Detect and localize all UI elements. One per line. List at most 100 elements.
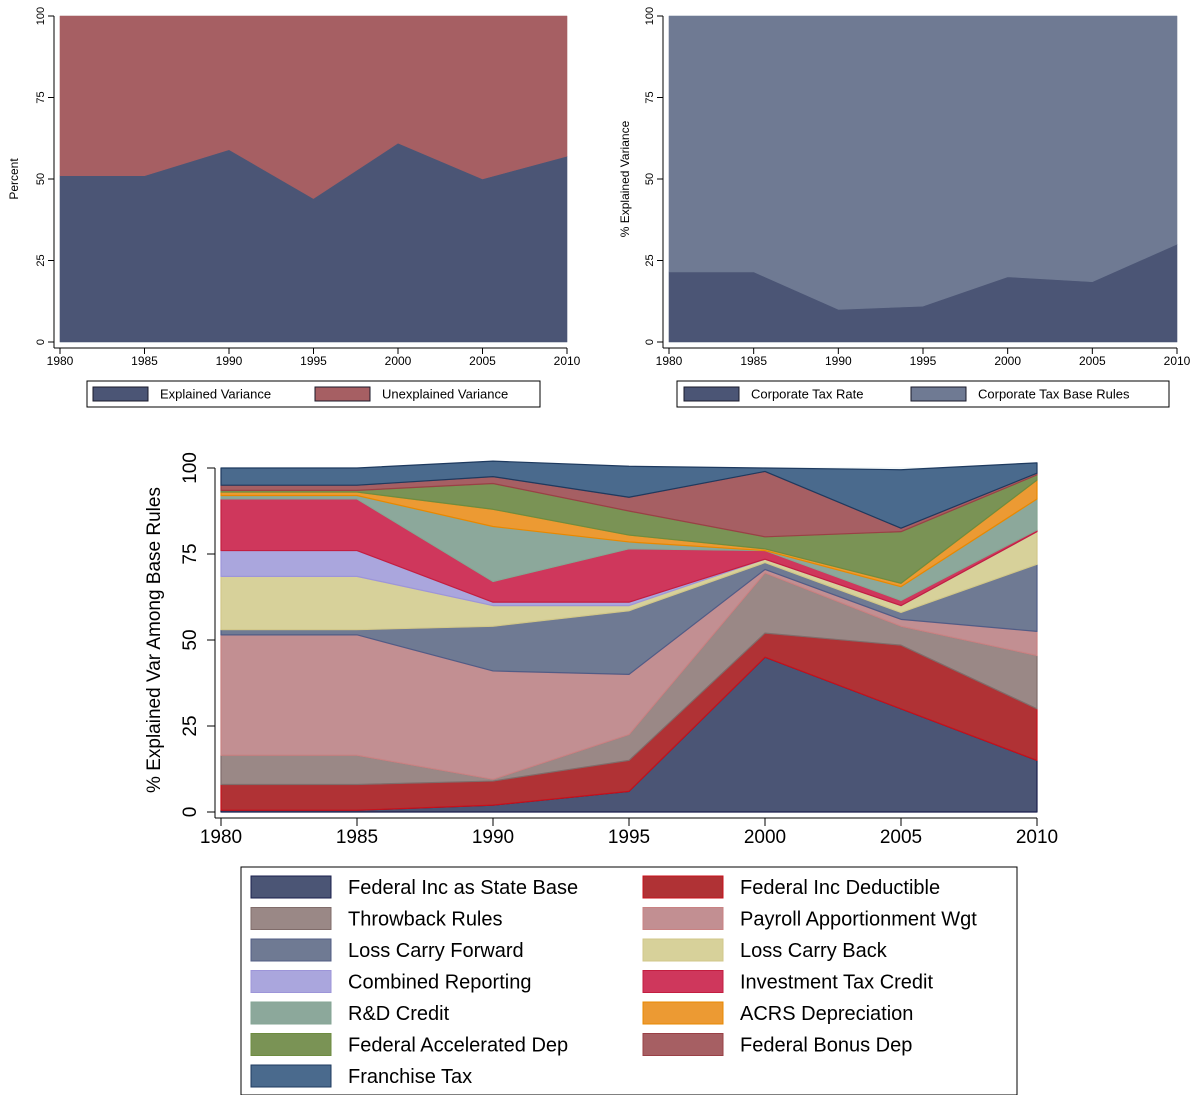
- x-tick-label: 1990: [216, 354, 243, 368]
- x-tick-label: 1980: [200, 827, 242, 848]
- legend-item: Federal Inc Deductible: [642, 875, 940, 899]
- x-tick-label: 2000: [994, 354, 1021, 368]
- legend-label: Franchise Tax: [348, 1066, 472, 1088]
- legend-item: R&D Credit: [250, 1001, 450, 1025]
- legend-label: Unexplained Variance: [382, 387, 508, 402]
- chart-rate-vs-base-rules: 0 25 50 75 100 1980 1985 1990 1995 2000 2005 2010 % …: [618, 7, 1191, 408]
- legend-label: R&D Credit: [348, 1003, 450, 1025]
- legend-swatch-federal-inc-deductible: [642, 875, 724, 899]
- x-tick-label: 1995: [910, 354, 937, 368]
- x-tick-label: 1985: [336, 827, 378, 848]
- legend-item: Corporate Tax Base Rules: [910, 386, 1130, 402]
- legend-item: Federal Bonus Dep: [642, 1033, 912, 1057]
- x-tick-label: 2010: [554, 354, 581, 368]
- x-tick-label: 2005: [1079, 354, 1106, 368]
- y-tick-label: 0: [35, 339, 47, 345]
- legend-item: Investment Tax Credit: [642, 970, 933, 994]
- legend-swatch-combined-reporting: [250, 970, 332, 993]
- y-tick-label: 50: [180, 629, 201, 650]
- legend-item: Combined Reporting: [250, 970, 531, 994]
- legend-label: Loss Carry Forward: [348, 940, 524, 962]
- chart-base-rules-breakdown: 0 25 50 75 100 1980 1985 1990 1995 2000 2005 2010 % …: [144, 452, 1058, 1095]
- legend-swatch-corporate-tax-base-rules: [910, 386, 967, 402]
- legend-label: Payroll Apportionment Wgt: [740, 909, 977, 931]
- x-tick-label: 1980: [656, 354, 683, 368]
- legend-label: Federal Bonus Dep: [740, 1035, 912, 1057]
- legend-swatch-randd-credit: [250, 1001, 332, 1025]
- x-tick-label: 1985: [740, 354, 767, 368]
- y-axis-title: % Explained Variance: [618, 120, 632, 237]
- legend-box: [240, 866, 1018, 1095]
- legend-swatch-payroll-apportionment-wgt: [642, 907, 724, 930]
- y-tick-label: 25: [35, 254, 47, 266]
- legend: Corporate Tax Rate Corporate Tax Base Rul…: [676, 380, 1170, 408]
- legend-swatch-corporate-tax-rate: [683, 386, 740, 402]
- legend-label: Throwback Rules: [348, 909, 503, 931]
- legend-label: Federal Inc as State Base: [348, 877, 578, 899]
- legend-box: [86, 380, 541, 408]
- y-tick-label: 75: [180, 543, 201, 564]
- x-tick-label: 2000: [385, 354, 412, 368]
- y-tick-label: 0: [644, 339, 656, 345]
- y-tick-label: 50: [644, 173, 656, 185]
- legend-swatch-federal-bonus-dep: [642, 1033, 724, 1056]
- area-franchise-tax: [220, 460, 1038, 529]
- legend-label: Loss Carry Back: [740, 940, 888, 962]
- y-tick-label: 100: [180, 452, 201, 484]
- x-tick-label: 2000: [744, 827, 786, 848]
- legend-item: Loss Carry Back: [642, 938, 888, 962]
- legend-item: Unexplained Variance: [314, 386, 508, 402]
- y-axis-title: % Explained Var Among Base Rules: [144, 487, 165, 793]
- legend: Explained Variance Unexplained Variance: [86, 380, 541, 408]
- y-tick-label: 25: [180, 715, 201, 736]
- y-tick-label: 0: [180, 807, 201, 818]
- legend-label: Explained Variance: [160, 387, 271, 402]
- legend-item: Franchise Tax: [250, 1064, 472, 1088]
- y-tick-label: 75: [35, 91, 47, 103]
- x-tick-label: 1995: [300, 354, 327, 368]
- legend-item: ACRS Depreciation: [642, 1001, 913, 1025]
- x-tick-label: 2005: [880, 827, 922, 848]
- legend-swatch-acrs-depreciation: [642, 1001, 724, 1025]
- legend-swatch-federal-inc-as-state-base: [250, 875, 332, 899]
- legend-swatch-unexplained-variance: [314, 386, 371, 402]
- x-tick-label: 1985: [131, 354, 158, 368]
- legend-item: Federal Accelerated Dep: [250, 1033, 568, 1057]
- y-tick-label: 50: [35, 173, 47, 185]
- legend-item: Loss Carry Forward: [250, 938, 524, 962]
- y-tick-label: 100: [35, 7, 47, 25]
- legend-swatch-throwback-rules: [250, 907, 332, 930]
- legend-swatch-explained-variance: [92, 386, 149, 402]
- legend-label: Investment Tax Credit: [740, 972, 933, 994]
- legend-swatch-loss-carry-forward: [250, 938, 332, 962]
- legend-swatch-investment-tax-credit: [642, 970, 724, 993]
- y-axis-title: Percent: [7, 158, 21, 200]
- y-tick-label: 25: [644, 254, 656, 266]
- y-tick-label: 75: [644, 91, 656, 103]
- legend-swatch-federal-accelerated-dep: [250, 1033, 332, 1056]
- legend: Federal Inc as State Base Federal Inc Ded…: [240, 866, 1018, 1095]
- area-corporate-tax-base-rules: [668, 15, 1178, 310]
- legend-label: Corporate Tax Rate: [751, 387, 864, 402]
- legend-label: ACRS Depreciation: [740, 1003, 913, 1025]
- x-tick-label: 1980: [47, 354, 74, 368]
- x-tick-label: 2010: [1164, 354, 1191, 368]
- legend-label: Combined Reporting: [348, 972, 531, 994]
- x-tick-label: 2010: [1016, 827, 1058, 848]
- legend-item: Throwback Rules: [250, 907, 503, 931]
- legend-item: Payroll Apportionment Wgt: [642, 907, 977, 931]
- legend-swatch-franchise-tax: [250, 1064, 332, 1088]
- legend-label: Corporate Tax Base Rules: [978, 387, 1130, 402]
- x-tick-label: 1995: [608, 827, 650, 848]
- legend-label: Federal Inc Deductible: [740, 877, 940, 899]
- legend-item: Explained Variance: [92, 386, 271, 402]
- legend-label: Federal Accelerated Dep: [348, 1035, 568, 1057]
- area-unexplained-variance: [59, 15, 568, 199]
- legend-swatch-loss-carry-back: [642, 938, 724, 962]
- y-tick-label: 100: [644, 7, 656, 25]
- chart-explained-vs-unexplained: 0 25 50 75 100 1980 1985 1990 1995 2000 2005 2010 Pe…: [7, 7, 581, 408]
- x-tick-label: 1990: [472, 827, 514, 848]
- legend-item: Corporate Tax Rate: [683, 386, 864, 402]
- legend-item: Federal Inc as State Base: [250, 875, 578, 899]
